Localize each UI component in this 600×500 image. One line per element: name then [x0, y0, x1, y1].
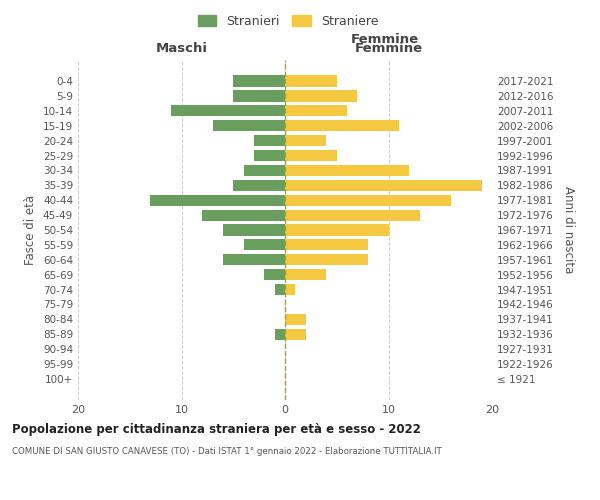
Bar — [171, 105, 285, 117]
Bar — [223, 254, 285, 266]
Bar — [244, 165, 285, 176]
Bar — [285, 194, 451, 206]
Bar — [285, 240, 368, 250]
Bar — [151, 194, 285, 206]
Bar — [233, 76, 285, 86]
Bar — [202, 210, 285, 220]
Bar — [233, 180, 285, 191]
Bar — [285, 224, 389, 235]
Bar — [285, 269, 326, 280]
Bar — [285, 90, 358, 102]
Bar — [285, 105, 347, 117]
Y-axis label: Anni di nascita: Anni di nascita — [562, 186, 575, 274]
Bar — [275, 284, 285, 295]
Text: Maschi: Maschi — [155, 42, 208, 55]
Bar — [285, 150, 337, 161]
Text: Femmine: Femmine — [355, 42, 422, 55]
Bar — [275, 328, 285, 340]
Bar — [285, 76, 337, 86]
Bar — [285, 180, 482, 191]
Legend: Stranieri, Straniere: Stranieri, Straniere — [191, 8, 385, 34]
Bar — [285, 284, 295, 295]
Bar — [285, 254, 368, 266]
Bar — [285, 210, 419, 220]
Bar — [244, 240, 285, 250]
Bar — [285, 314, 306, 325]
Bar — [285, 135, 326, 146]
Text: Popolazione per cittadinanza straniera per età e sesso - 2022: Popolazione per cittadinanza straniera p… — [12, 422, 421, 436]
Bar — [285, 328, 306, 340]
Bar — [254, 150, 285, 161]
Bar — [233, 90, 285, 102]
Bar — [223, 224, 285, 235]
Y-axis label: Fasce di età: Fasce di età — [25, 195, 37, 265]
Text: COMUNE DI SAN GIUSTO CANAVESE (TO) - Dati ISTAT 1° gennaio 2022 - Elaborazione T: COMUNE DI SAN GIUSTO CANAVESE (TO) - Dat… — [12, 448, 442, 456]
Bar — [212, 120, 285, 132]
Bar — [285, 165, 409, 176]
Text: Femmine: Femmine — [350, 34, 418, 46]
Bar — [254, 135, 285, 146]
Bar — [265, 269, 285, 280]
Bar — [285, 120, 399, 132]
